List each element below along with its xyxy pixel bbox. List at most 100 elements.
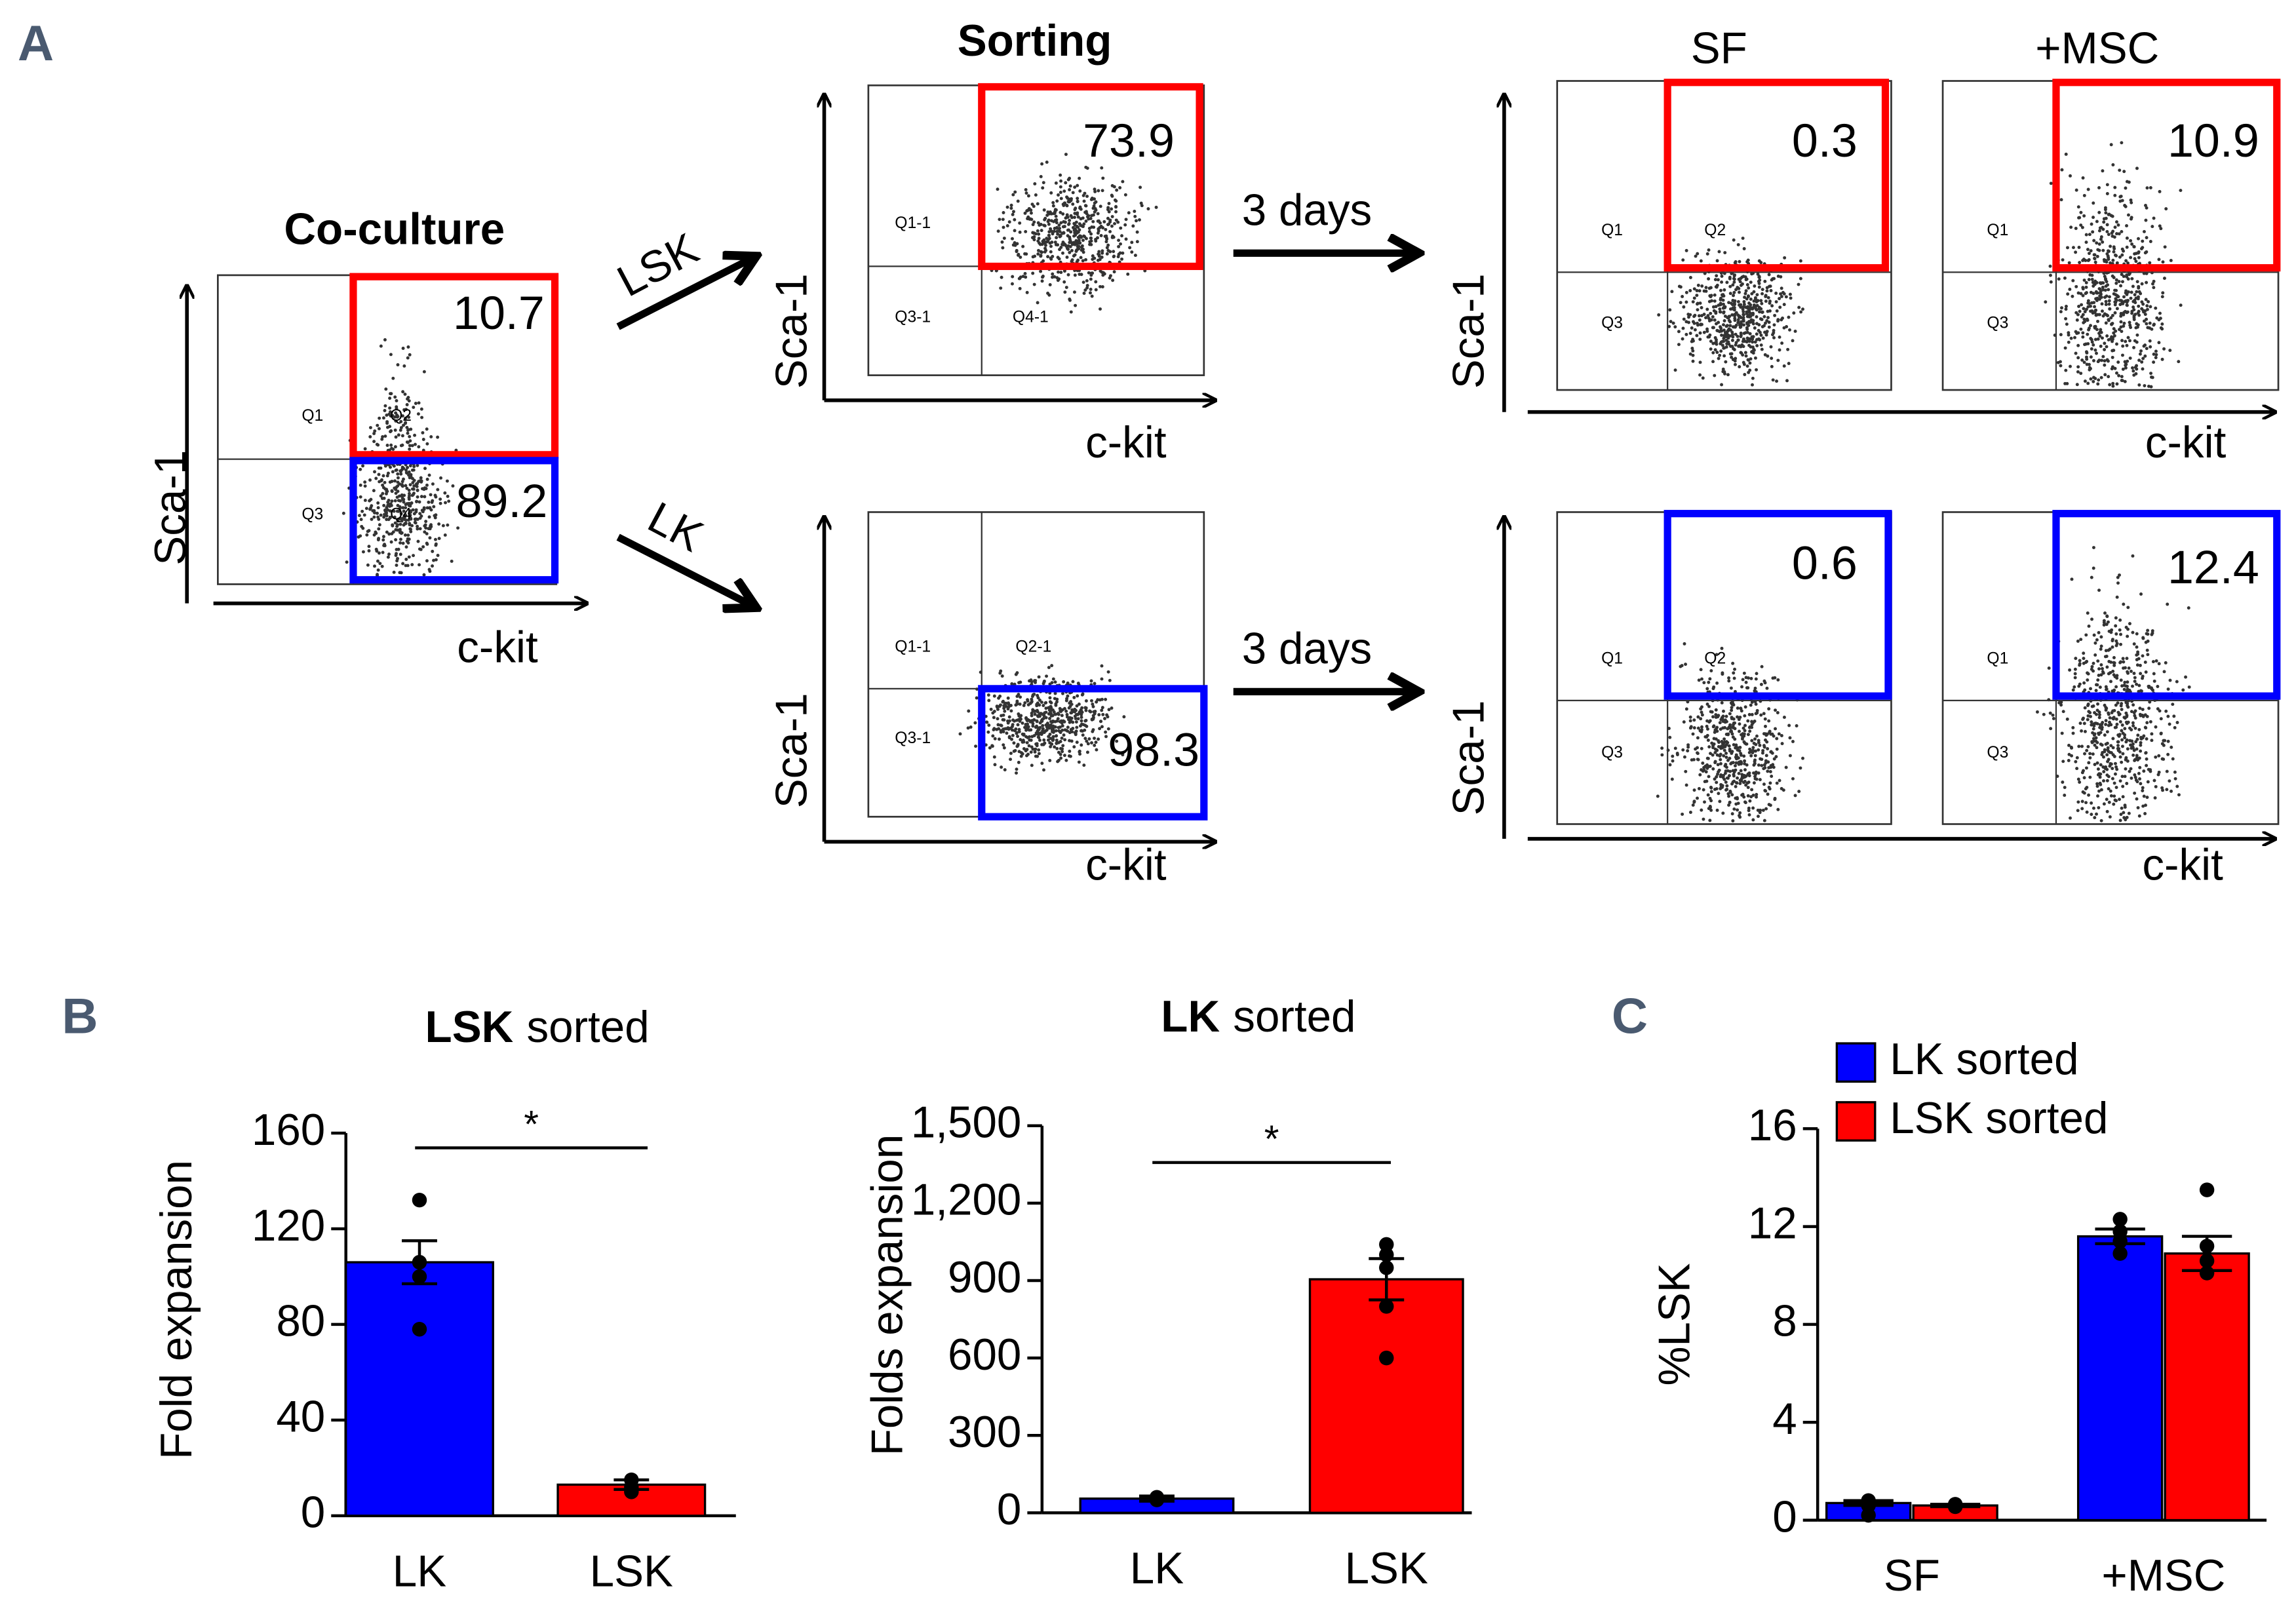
x-tick-label: LSK (1345, 1544, 1428, 1593)
event-dot (1722, 370, 1726, 374)
event-dot (2120, 708, 2124, 712)
event-dot (979, 670, 983, 674)
event-dot (1721, 367, 1725, 371)
event-dot (1040, 162, 1044, 166)
event-dot (1082, 292, 1086, 295)
event-dot (1006, 701, 1010, 705)
event-dot (1747, 813, 1751, 817)
event-dot (1775, 737, 1779, 741)
event-dot (966, 726, 970, 730)
event-dot (2120, 247, 2124, 251)
event-dot (2085, 810, 2089, 814)
event-dot (1740, 351, 1743, 355)
event-dot (1698, 773, 1702, 777)
event-dot (2052, 716, 2055, 720)
event-dot (1068, 701, 1072, 705)
event-dot (2120, 375, 2124, 379)
event-dot (2088, 752, 2092, 756)
event-dot (1726, 727, 1730, 731)
event-dot (1749, 280, 1753, 284)
event-dot (2132, 308, 2136, 312)
event-dot (1719, 727, 1722, 731)
event-dot (1724, 765, 1728, 769)
event-dot (2150, 732, 2154, 736)
event-dot (1730, 303, 1734, 307)
event-dot (2108, 307, 2112, 311)
event-dot (2120, 684, 2124, 688)
event-dot (2095, 638, 2099, 642)
event-dot (1036, 701, 1040, 705)
event-dot (2140, 307, 2144, 311)
event-dot (405, 403, 409, 406)
event-dot (1724, 769, 1728, 773)
event-dot (2137, 358, 2141, 362)
event-dot (1722, 737, 1726, 741)
event-dot (1709, 752, 1712, 756)
event-dot (2138, 712, 2142, 716)
event-dot (399, 512, 403, 516)
event-dot (2080, 729, 2084, 733)
event-dot (2048, 264, 2052, 268)
event-dot (2099, 644, 2103, 648)
event-dot (1762, 315, 1766, 319)
event-dot (2115, 595, 2119, 599)
y-tick-label: 160 (252, 1106, 325, 1155)
event-dot (1774, 755, 1778, 759)
event-dot (1003, 768, 1007, 772)
event-dot (1047, 234, 1051, 237)
event-dot (1712, 685, 1716, 689)
event-dot (1765, 319, 1769, 322)
event-dot (1051, 677, 1055, 681)
panel-label: B (62, 988, 98, 1044)
event-dot (383, 404, 387, 408)
event-dot (2115, 722, 2119, 726)
event-dot (2105, 334, 2109, 338)
event-dot (404, 484, 408, 488)
event-dot (1681, 748, 1685, 752)
event-dot (386, 555, 390, 559)
event-dot (1742, 302, 1746, 306)
event-dot (1053, 680, 1057, 684)
event-dot (1694, 254, 1698, 258)
event-dot (1049, 725, 1053, 729)
event-dot (1753, 284, 1757, 288)
event-dot (2118, 195, 2122, 199)
event-dot (2135, 280, 2139, 284)
event-dot (2074, 351, 2078, 355)
event-dot (2168, 779, 2171, 783)
event-dot (958, 732, 962, 736)
event-dot (1757, 763, 1761, 767)
event-dot (1774, 727, 1777, 731)
event-dot (1771, 378, 1775, 382)
event-dot (1116, 255, 1120, 259)
event-dot (437, 537, 441, 541)
event-dot (2113, 193, 2117, 197)
event-dot (1074, 242, 1078, 246)
event-dot (2088, 326, 2091, 330)
flow-plot (1941, 80, 2280, 391)
event-dot (1063, 290, 1067, 294)
event-dot (2097, 710, 2101, 714)
event-dot (1024, 722, 1028, 726)
event-dot (1091, 258, 1095, 261)
data-point (1379, 1237, 1394, 1252)
event-dot (1048, 696, 1052, 700)
event-dot (1757, 741, 1761, 744)
event-dot (408, 492, 411, 495)
event-dot (403, 515, 407, 519)
event-dot (1722, 748, 1726, 752)
event-dot (2105, 687, 2109, 691)
event-dot (1013, 190, 1017, 194)
event-dot (1722, 311, 1726, 315)
event-dot (2114, 703, 2118, 707)
event-dot (1773, 313, 1777, 317)
event-dot (2101, 670, 2105, 674)
event-dot (1684, 300, 1688, 304)
event-dot (1707, 319, 1711, 322)
event-dot (1081, 250, 1085, 254)
event-dot (2161, 291, 2165, 295)
event-dot (1043, 246, 1047, 250)
event-dot (393, 521, 397, 525)
event-dot (1073, 707, 1077, 711)
event-dot (1691, 359, 1695, 363)
